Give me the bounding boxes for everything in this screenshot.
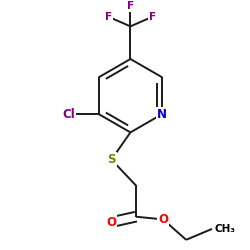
Text: N: N — [157, 108, 167, 120]
Text: O: O — [158, 213, 168, 226]
Text: F: F — [148, 12, 156, 22]
Text: F: F — [105, 12, 112, 22]
Text: CH₃: CH₃ — [215, 224, 236, 234]
Text: Cl: Cl — [62, 108, 75, 120]
Text: S: S — [107, 153, 116, 166]
Text: F: F — [127, 1, 134, 11]
Text: O: O — [106, 216, 117, 228]
